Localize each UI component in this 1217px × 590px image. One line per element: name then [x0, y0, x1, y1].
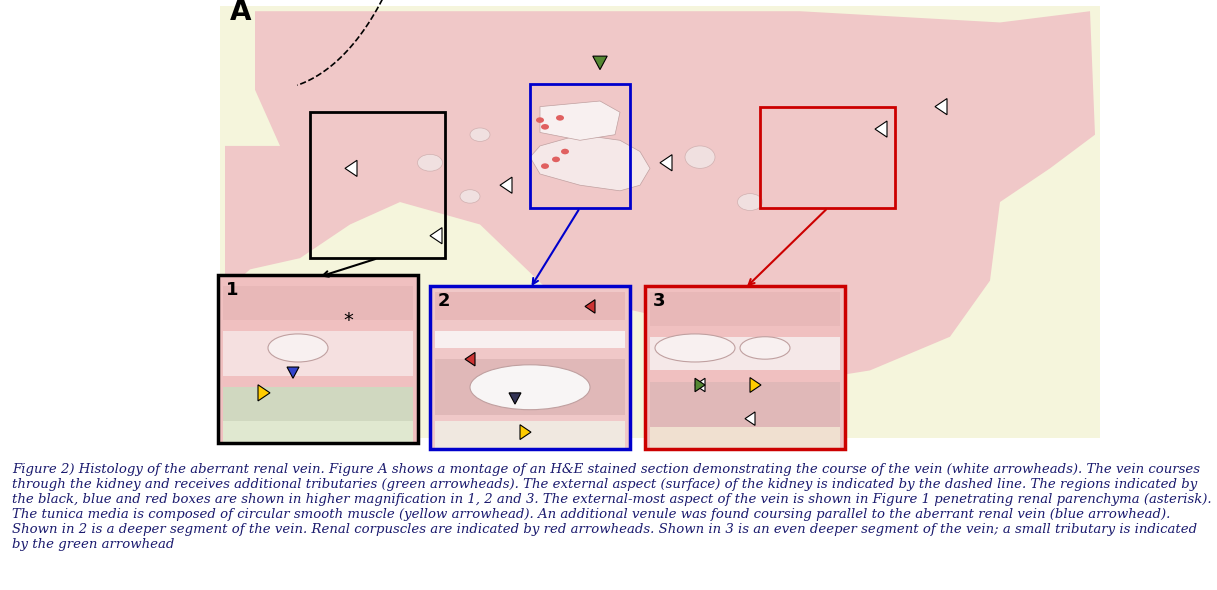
Ellipse shape: [556, 115, 563, 121]
Ellipse shape: [542, 163, 549, 169]
Bar: [223, 286, 413, 320]
Polygon shape: [520, 425, 531, 440]
Ellipse shape: [417, 155, 443, 171]
Polygon shape: [225, 146, 400, 292]
Polygon shape: [509, 393, 521, 404]
Polygon shape: [660, 155, 672, 171]
Polygon shape: [465, 352, 475, 366]
Text: 2: 2: [438, 293, 450, 310]
Ellipse shape: [738, 194, 763, 211]
Polygon shape: [585, 300, 595, 313]
Polygon shape: [935, 99, 947, 114]
Bar: [434, 292, 626, 320]
Bar: [650, 292, 840, 326]
Bar: [218, 275, 417, 443]
Polygon shape: [745, 412, 755, 425]
Text: A: A: [230, 0, 252, 26]
Ellipse shape: [470, 365, 590, 409]
Bar: [430, 286, 630, 449]
Polygon shape: [695, 378, 705, 392]
Ellipse shape: [535, 117, 544, 123]
Polygon shape: [529, 135, 650, 191]
Bar: [529, 84, 630, 208]
Bar: [223, 421, 413, 443]
Ellipse shape: [553, 156, 560, 162]
Bar: [434, 421, 626, 449]
Bar: [434, 359, 626, 415]
Text: *: *: [343, 310, 353, 329]
Ellipse shape: [740, 337, 790, 359]
Polygon shape: [695, 378, 705, 392]
Polygon shape: [344, 160, 357, 176]
Text: 3: 3: [654, 293, 666, 310]
Polygon shape: [256, 11, 1095, 382]
Ellipse shape: [460, 190, 479, 203]
Ellipse shape: [470, 128, 490, 142]
Ellipse shape: [685, 146, 716, 168]
Text: 1: 1: [226, 281, 239, 299]
Polygon shape: [593, 56, 607, 70]
Polygon shape: [220, 6, 1100, 438]
Bar: [650, 337, 840, 371]
Polygon shape: [540, 101, 619, 140]
Bar: [310, 112, 445, 258]
Polygon shape: [430, 228, 442, 244]
Text: Figure 2) Histology of the aberrant renal vein. Figure A shows a montage of an H: Figure 2) Histology of the aberrant rena…: [12, 463, 1212, 551]
Polygon shape: [287, 367, 299, 378]
Polygon shape: [258, 385, 270, 401]
Bar: [223, 387, 413, 421]
Ellipse shape: [561, 149, 570, 155]
Polygon shape: [500, 177, 512, 194]
Polygon shape: [750, 378, 761, 392]
Polygon shape: [875, 121, 887, 137]
Bar: [430, 286, 630, 449]
Bar: [645, 286, 845, 449]
Bar: [650, 382, 840, 427]
Bar: [434, 331, 626, 348]
Bar: [218, 275, 417, 443]
Ellipse shape: [655, 334, 735, 362]
Bar: [645, 286, 845, 449]
Bar: [223, 331, 413, 376]
Ellipse shape: [542, 124, 549, 130]
Bar: [759, 107, 894, 208]
Bar: [650, 427, 840, 449]
Ellipse shape: [268, 334, 329, 362]
